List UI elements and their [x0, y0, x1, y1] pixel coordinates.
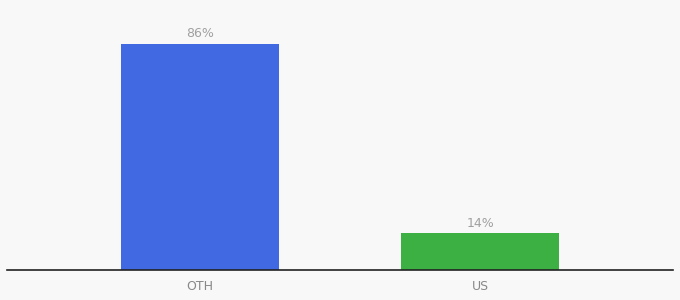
Text: 86%: 86%	[186, 27, 214, 40]
Bar	[121, 44, 279, 270]
Bar	[401, 233, 559, 270]
Text: 14%: 14%	[466, 217, 494, 230]
